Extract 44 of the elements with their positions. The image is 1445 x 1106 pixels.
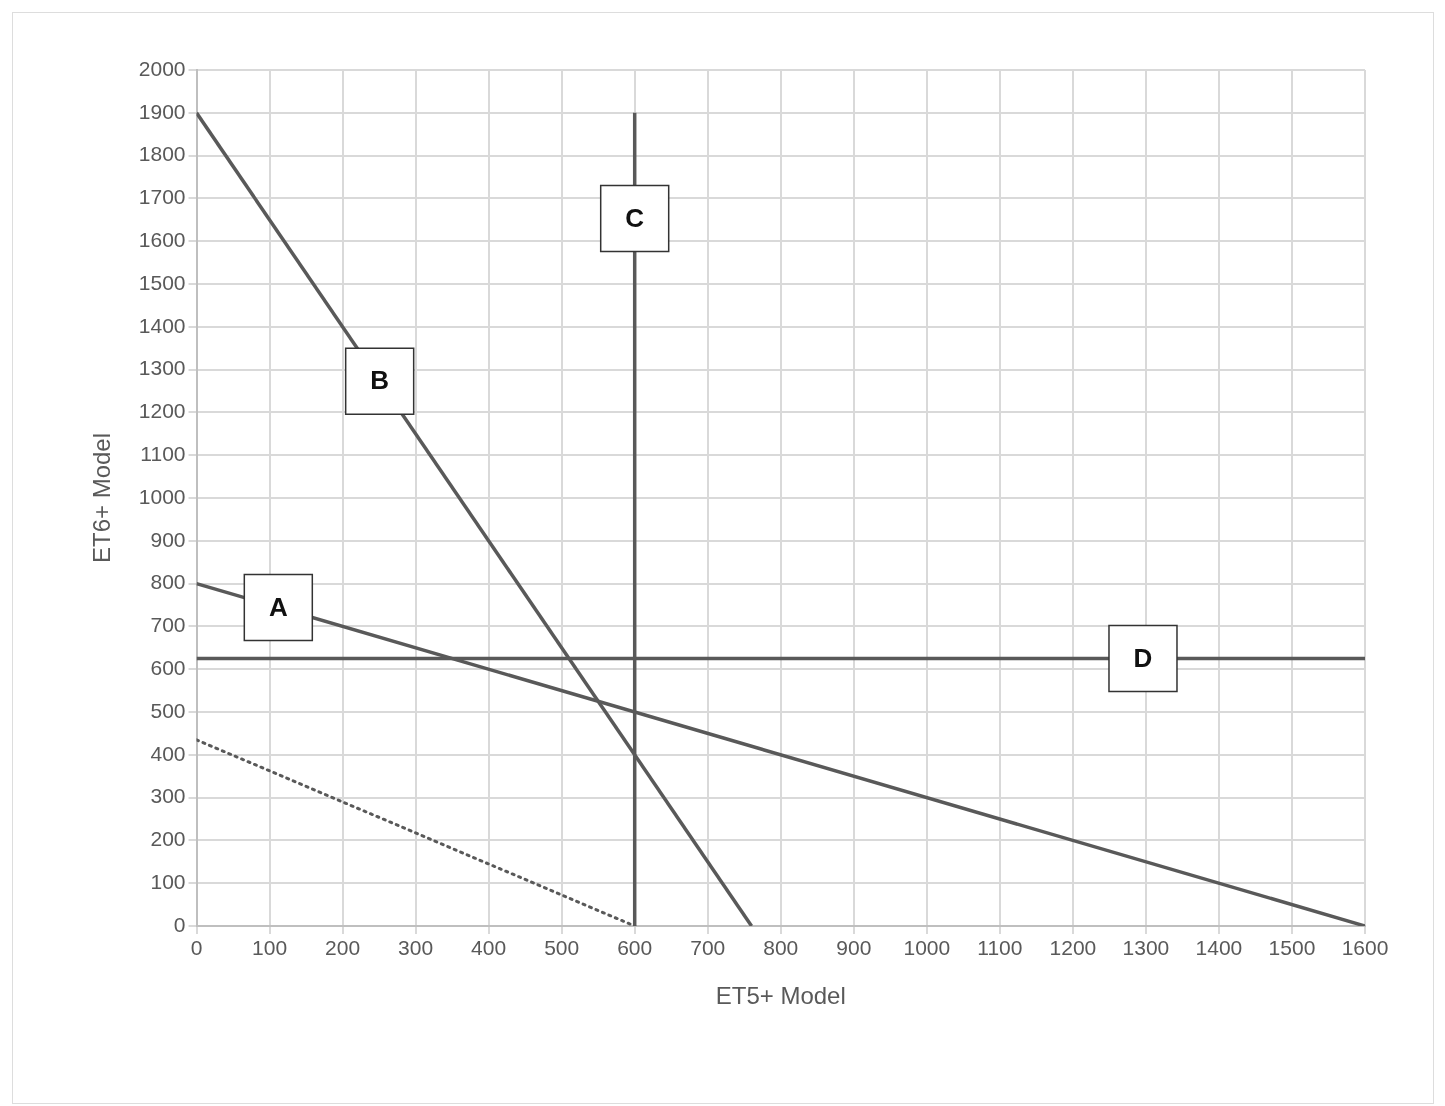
y-tick-label: 1100 [140, 442, 186, 465]
y-tick-label: 600 [150, 656, 186, 679]
x-tick-label: 1000 [903, 936, 951, 960]
y-tick-label: 2000 [138, 56, 186, 80]
y-tick-label: 0 [173, 912, 186, 936]
x-tick-label: 1500 [1268, 936, 1316, 960]
series-label: B [370, 365, 390, 396]
series-label: A [268, 591, 288, 622]
x-tick-label: 200 [325, 936, 361, 960]
x-tick-label: 1600 [1341, 936, 1389, 960]
y-tick-label: 800 [150, 570, 186, 594]
y-tick-label: 500 [150, 698, 186, 722]
y-tick-label: 100 [150, 870, 186, 893]
x-tick-label: 100 [252, 936, 288, 960]
x-tick-label: 800 [763, 936, 799, 960]
x-tick-label: 1100 [977, 936, 1023, 960]
x-tick-label: 600 [617, 936, 653, 960]
series-label: C [625, 202, 645, 233]
y-tick-label: 1500 [138, 270, 186, 294]
x-tick-label: 0 [190, 936, 203, 960]
x-tick-label: 300 [398, 936, 434, 960]
y-tick-label: 1700 [138, 185, 186, 209]
x-axis-title: ET5+ Model [715, 982, 846, 1010]
x-tick-label: 400 [471, 936, 507, 960]
y-axis-title: ET6+ Model [88, 432, 116, 564]
x-tick-label: 1400 [1195, 936, 1243, 960]
y-tick-label: 900 [150, 527, 186, 551]
y-tick-label: 1400 [138, 313, 186, 337]
x-tick-label: 700 [690, 936, 726, 960]
y-tick-label: 1900 [138, 99, 186, 123]
y-tick-label: 1800 [138, 142, 186, 166]
y-tick-label: 700 [150, 613, 186, 637]
y-tick-label: 1600 [138, 228, 186, 251]
y-tick-label: 400 [150, 741, 186, 765]
x-tick-label: 500 [544, 936, 580, 960]
y-tick-label: 1300 [138, 356, 186, 380]
y-tick-label: 1000 [138, 484, 186, 508]
y-tick-label: 1200 [138, 399, 186, 423]
y-tick-label: 300 [150, 784, 186, 808]
x-tick-label: 1300 [1122, 936, 1170, 960]
x-tick-label: 1200 [1049, 936, 1097, 960]
series-label: D [1133, 642, 1153, 673]
x-tick-label: 900 [836, 936, 872, 960]
y-tick-label: 200 [150, 827, 186, 851]
